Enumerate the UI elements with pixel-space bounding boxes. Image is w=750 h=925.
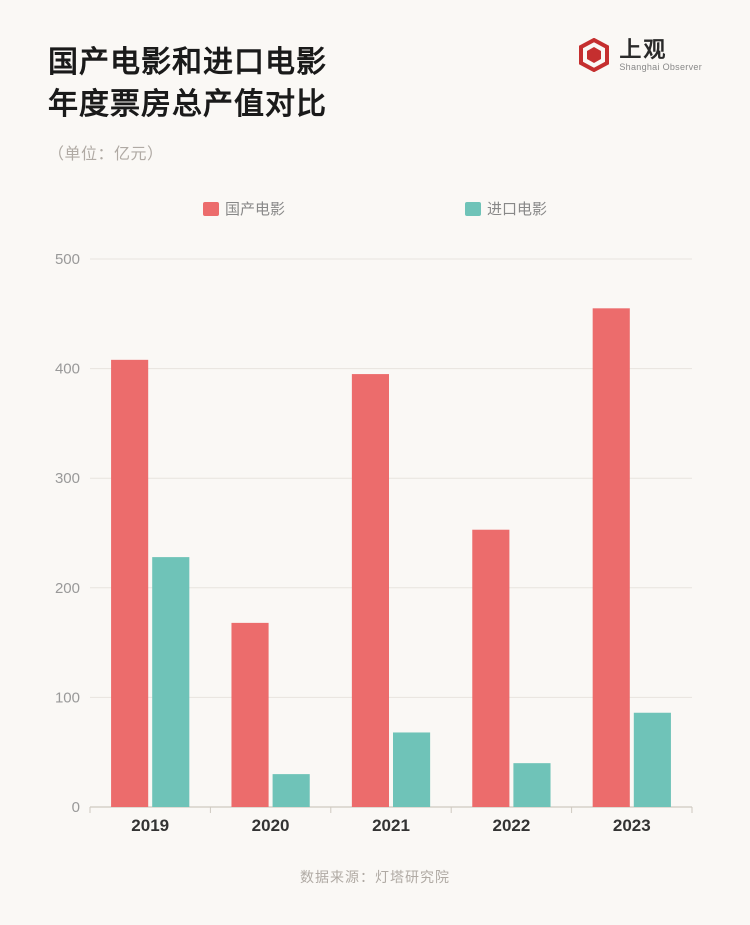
- legend-label-imported: 进口电影: [487, 198, 547, 219]
- legend-label-domestic: 国产电影: [225, 198, 285, 219]
- bar-imported: [152, 557, 189, 807]
- svg-text:0: 0: [72, 799, 80, 816]
- bar-domestic: [472, 530, 509, 807]
- brand-en: Shanghai Observer: [619, 63, 702, 72]
- x-label: 2021: [372, 816, 410, 835]
- x-label: 2020: [252, 816, 290, 835]
- bar-domestic: [593, 308, 630, 807]
- bar-imported: [393, 732, 430, 807]
- legend-swatch-imported: [465, 202, 481, 216]
- bar-imported: [513, 763, 550, 807]
- svg-text:400: 400: [55, 361, 80, 378]
- source-label: 数据来源：灯塔研究院: [0, 867, 750, 887]
- bar-domestic: [231, 623, 268, 807]
- svg-text:500: 500: [55, 251, 80, 268]
- brand-logo: 上观 Shanghai Observer: [577, 38, 702, 72]
- x-label: 2022: [492, 816, 530, 835]
- bar-domestic: [352, 374, 389, 807]
- bar-imported: [273, 774, 310, 807]
- brand-text: 上观 Shanghai Observer: [619, 39, 702, 72]
- legend-imported: 进口电影: [465, 198, 547, 219]
- legend-swatch-domestic: [203, 202, 219, 216]
- x-label: 2023: [613, 816, 651, 835]
- chart: 0 100 200 300 400 500 2019 2020 2021 2022 2023: [48, 249, 702, 839]
- x-label: 2019: [131, 816, 169, 835]
- title-line-2: 年度票房总产值对比: [48, 88, 327, 121]
- svg-text:100: 100: [55, 689, 80, 706]
- chart-svg: 0 100 200 300 400 500 2019 2020 2021 2022 2023: [48, 249, 702, 839]
- bar-domestic: [111, 360, 148, 807]
- title-line-1: 国产电影和进口电影: [48, 46, 327, 79]
- svg-text:300: 300: [55, 470, 80, 487]
- unit-label: （单位：亿元）: [48, 140, 702, 164]
- bar-imported: [634, 713, 671, 807]
- header: 国产电影和进口电影 年度票房总产值对比 （单位：亿元） 上观 Shanghai …: [0, 0, 750, 164]
- legend: 国产电影 进口电影: [0, 198, 750, 219]
- legend-domestic: 国产电影: [203, 198, 285, 219]
- svg-text:200: 200: [55, 580, 80, 597]
- brand-cn: 上观: [619, 39, 702, 61]
- brand-icon: [577, 38, 611, 72]
